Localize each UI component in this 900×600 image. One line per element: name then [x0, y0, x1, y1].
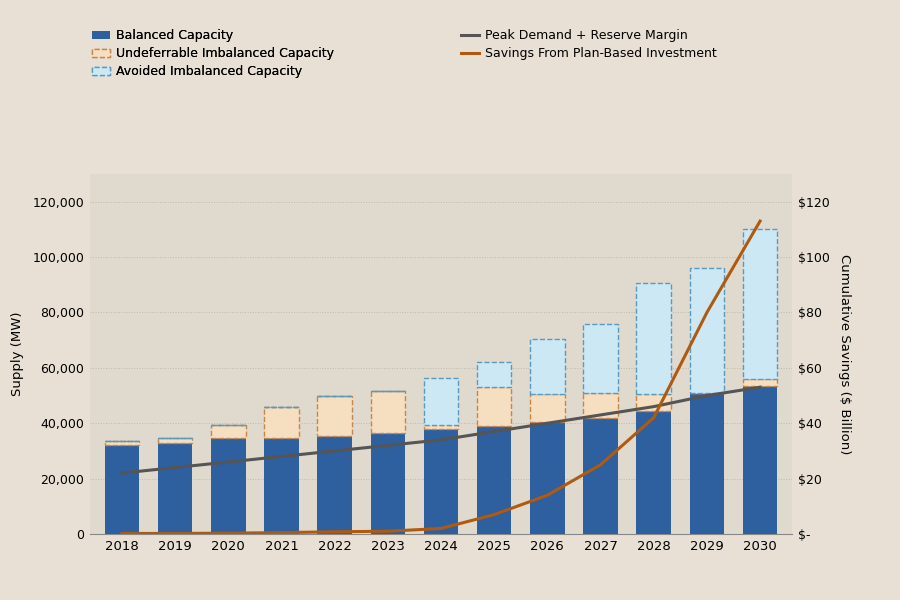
Bar: [636, 411, 671, 534]
Bar: [424, 377, 458, 425]
Bar: [742, 386, 778, 534]
Bar: [265, 439, 299, 534]
Bar: [583, 393, 617, 418]
Bar: [742, 229, 778, 379]
Y-axis label: Supply (MW): Supply (MW): [11, 312, 24, 396]
Bar: [477, 362, 511, 387]
Y-axis label: Cumulative Savings ($ Billion): Cumulative Savings ($ Billion): [838, 254, 850, 454]
Bar: [211, 425, 246, 439]
Bar: [530, 422, 564, 534]
Bar: [689, 268, 724, 393]
Bar: [636, 394, 671, 411]
Bar: [742, 379, 778, 386]
Bar: [104, 445, 140, 534]
Bar: [424, 429, 458, 534]
Bar: [104, 441, 140, 445]
Bar: [583, 323, 617, 393]
Bar: [477, 387, 511, 426]
Bar: [158, 439, 193, 443]
Bar: [636, 283, 671, 394]
Bar: [371, 433, 405, 534]
Bar: [265, 407, 299, 439]
Bar: [689, 393, 724, 534]
Legend: Balanced Capacity, Undeferrable Imbalanced Capacity, Avoided Imbalanced Capacity: Balanced Capacity, Undeferrable Imbalanc…: [87, 24, 339, 83]
Bar: [530, 339, 564, 394]
Bar: [318, 436, 352, 534]
Bar: [211, 439, 246, 534]
Bar: [477, 426, 511, 534]
Legend: Peak Demand + Reserve Margin, Savings From Plan-Based Investment: Peak Demand + Reserve Margin, Savings Fr…: [456, 24, 722, 65]
Bar: [530, 394, 564, 422]
Bar: [158, 443, 193, 534]
Bar: [318, 395, 352, 436]
Bar: [424, 425, 458, 429]
Bar: [371, 391, 405, 433]
Bar: [583, 418, 617, 534]
